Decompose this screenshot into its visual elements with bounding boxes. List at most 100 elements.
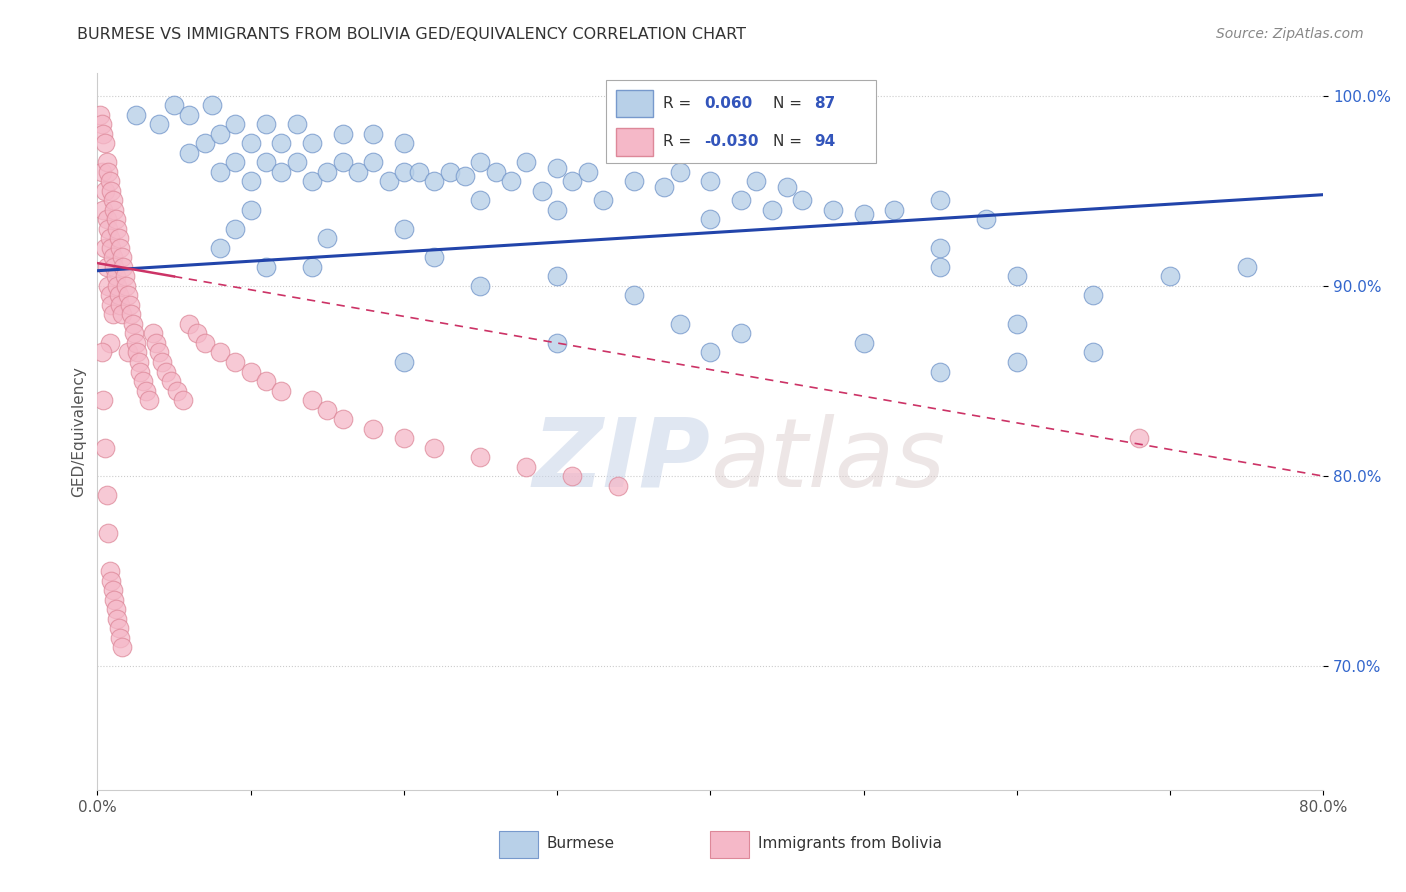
Point	[929, 194, 952, 208]
Point	[239, 364, 262, 378]
Point	[105, 279, 128, 293]
Point	[501, 174, 523, 188]
Text: N =: N =	[773, 135, 807, 150]
Point	[485, 165, 508, 179]
Point	[470, 194, 492, 208]
Point	[239, 136, 262, 151]
Point	[301, 136, 323, 151]
Point	[254, 374, 277, 388]
Point	[254, 117, 277, 131]
Point	[104, 602, 127, 616]
Text: N =: N =	[773, 95, 807, 111]
Point	[112, 260, 135, 274]
Point	[179, 317, 201, 331]
Point	[454, 169, 477, 183]
Point	[316, 402, 339, 417]
Point	[1005, 355, 1028, 369]
Point	[270, 384, 292, 398]
Point	[423, 174, 446, 188]
Point	[392, 136, 415, 151]
Point	[730, 194, 752, 208]
Y-axis label: GED/Equivalency: GED/Equivalency	[72, 366, 86, 497]
Point	[98, 336, 121, 351]
Point	[792, 194, 814, 208]
Point	[96, 155, 118, 169]
Text: 87: 87	[814, 95, 835, 111]
Point	[111, 640, 134, 655]
Text: 0.060: 0.060	[704, 95, 752, 111]
Point	[607, 478, 630, 492]
Point	[118, 298, 141, 312]
Point	[270, 165, 292, 179]
Point	[285, 117, 308, 131]
Point	[1083, 288, 1105, 302]
Point	[141, 326, 163, 341]
FancyBboxPatch shape	[616, 128, 652, 155]
Point	[110, 298, 132, 312]
Point	[1128, 431, 1150, 445]
FancyBboxPatch shape	[710, 831, 749, 858]
Point	[270, 136, 292, 151]
Point	[929, 260, 952, 274]
Point	[592, 194, 614, 208]
Point	[105, 222, 128, 236]
Point	[654, 180, 676, 194]
Point	[201, 98, 224, 112]
Point	[361, 127, 384, 141]
Point	[361, 155, 384, 169]
Point	[155, 364, 177, 378]
Point	[110, 241, 132, 255]
Point	[546, 336, 568, 351]
Text: ZIP: ZIP	[533, 414, 710, 507]
Point	[332, 155, 354, 169]
Point	[97, 526, 120, 541]
Point	[98, 564, 121, 578]
Point	[111, 251, 134, 265]
Point	[224, 117, 246, 131]
Point	[745, 174, 768, 188]
Point	[93, 127, 115, 141]
Point	[96, 488, 118, 502]
Point	[561, 469, 583, 483]
Point	[98, 288, 121, 302]
Point	[179, 108, 201, 122]
Point	[377, 174, 399, 188]
Point	[361, 421, 384, 435]
Point	[470, 279, 492, 293]
Point	[332, 412, 354, 426]
Point	[1083, 345, 1105, 359]
Point	[254, 155, 277, 169]
Point	[194, 136, 217, 151]
Point	[668, 165, 690, 179]
Point	[145, 336, 167, 351]
Point	[110, 631, 132, 645]
Text: -0.030: -0.030	[704, 135, 759, 150]
Point	[101, 251, 124, 265]
Point	[107, 621, 129, 635]
Point	[98, 174, 121, 188]
Point	[254, 260, 277, 274]
Point	[561, 174, 583, 188]
Point	[1236, 260, 1258, 274]
Point	[301, 392, 323, 407]
Point	[148, 345, 170, 359]
Point	[929, 364, 952, 378]
Point	[470, 450, 492, 464]
Point	[94, 441, 117, 455]
Point	[186, 326, 208, 341]
Point	[668, 317, 690, 331]
Point	[103, 592, 125, 607]
Point	[439, 165, 461, 179]
Point	[224, 155, 246, 169]
Point	[224, 355, 246, 369]
Point	[160, 374, 183, 388]
Point	[239, 202, 262, 217]
Point	[94, 184, 117, 198]
Point	[127, 345, 149, 359]
Point	[100, 241, 122, 255]
Point	[115, 279, 138, 293]
Point	[132, 374, 155, 388]
Point	[97, 165, 120, 179]
Point	[224, 222, 246, 236]
Point	[316, 165, 339, 179]
